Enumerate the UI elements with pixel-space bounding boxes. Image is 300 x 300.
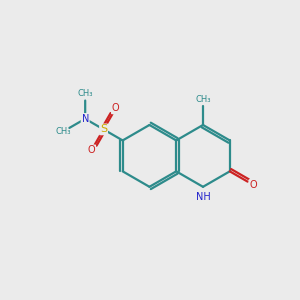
Text: NH: NH: [196, 192, 210, 202]
Text: O: O: [88, 145, 95, 155]
Text: O: O: [112, 103, 119, 113]
Text: CH₃: CH₃: [195, 95, 211, 104]
Text: N: N: [82, 114, 89, 124]
Text: CH₃: CH₃: [77, 89, 93, 98]
Text: CH₃: CH₃: [55, 127, 71, 136]
Text: S: S: [100, 124, 107, 134]
Text: O: O: [249, 180, 257, 190]
